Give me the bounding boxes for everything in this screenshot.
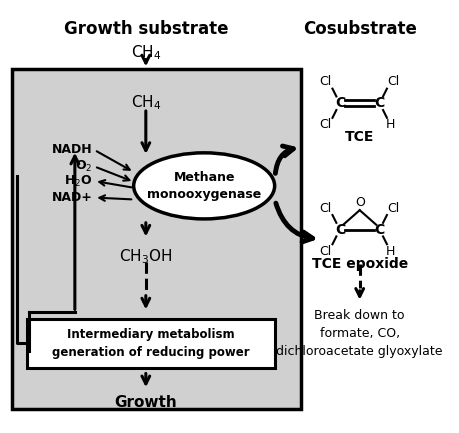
Text: Growth: Growth (114, 395, 177, 410)
Text: CH$_4$: CH$_4$ (130, 43, 161, 61)
Text: Methane
monooxygenase: Methane monooxygenase (147, 171, 261, 201)
Text: Break down to
formate, CO,
dichloroacetate glyoxylate: Break down to formate, CO, dichloroaceta… (276, 309, 442, 359)
Text: Cl: Cl (319, 245, 331, 258)
Text: H: H (385, 118, 395, 131)
Text: O: O (354, 196, 364, 209)
Text: Cosubstrate: Cosubstrate (302, 19, 416, 38)
Text: Intermediary metabolism
generation of reducing power: Intermediary metabolism generation of re… (52, 328, 249, 359)
Text: O$_2$: O$_2$ (75, 159, 92, 174)
Text: CH$_4$: CH$_4$ (130, 94, 161, 112)
Text: Cl: Cl (387, 75, 399, 88)
Ellipse shape (134, 153, 274, 219)
Text: H$_2$O: H$_2$O (64, 174, 92, 188)
Text: NAD+: NAD+ (51, 191, 92, 204)
Text: Cl: Cl (319, 75, 331, 88)
Text: C: C (373, 96, 383, 110)
Text: TCE epoxide: TCE epoxide (311, 257, 407, 271)
Text: Cl: Cl (319, 202, 331, 215)
Text: TCE: TCE (344, 130, 374, 145)
Text: C: C (373, 223, 383, 236)
Text: CH$_3$OH: CH$_3$OH (119, 247, 172, 266)
Text: H: H (385, 245, 395, 258)
Bar (27, 319, 274, 368)
Text: Cl: Cl (387, 202, 399, 215)
Text: C: C (335, 96, 345, 110)
Text: Growth substrate: Growth substrate (63, 19, 228, 38)
Text: Cl: Cl (319, 118, 331, 131)
Text: NADH: NADH (51, 143, 92, 156)
Text: C: C (335, 223, 345, 236)
Bar (11, 69, 301, 410)
